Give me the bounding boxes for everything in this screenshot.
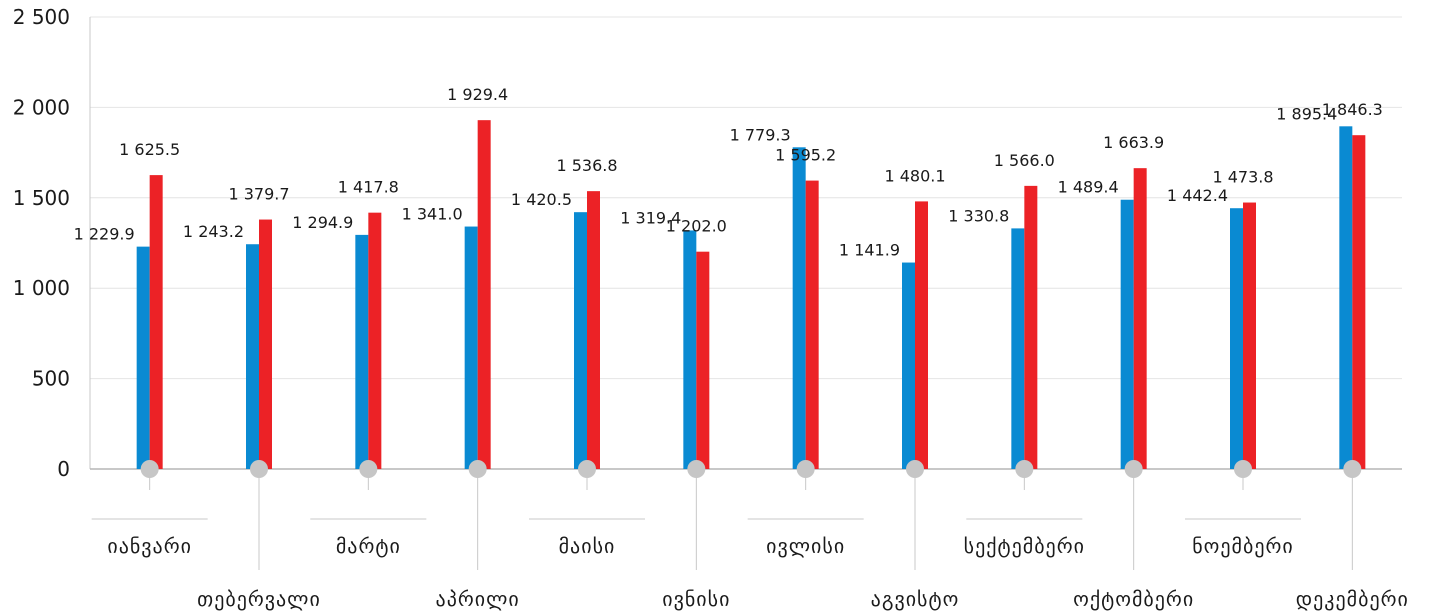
- category-marker-dot: [578, 460, 596, 478]
- y-tick-label: 0: [57, 457, 70, 481]
- category-marker-dot: [250, 460, 268, 478]
- bar-series-2: [1352, 135, 1366, 469]
- data-label-series-1: 1 341.0: [402, 205, 463, 224]
- y-tick-label: 2 500: [13, 5, 70, 29]
- data-label-series-1: 1 141.9: [839, 241, 900, 260]
- bar-series-1: [902, 262, 915, 469]
- data-label-series-1: 1 420.5: [511, 190, 572, 209]
- bar-series-1: [464, 226, 478, 469]
- data-label-series-2: 1 473.8: [1212, 168, 1273, 187]
- category-marker-dot: [906, 460, 924, 478]
- category-marker-dot: [796, 460, 815, 478]
- data-label-series-2: 1 625.5: [119, 140, 180, 159]
- bar-series-1: [355, 234, 369, 469]
- data-label-series-2: 1 536.8: [556, 156, 617, 175]
- bar-series-2: [805, 180, 819, 470]
- category-marker-dot: [687, 460, 706, 478]
- x-category-label: ივლისი: [766, 534, 845, 558]
- y-tick-label: 1 000: [13, 276, 70, 300]
- data-label-series-1: 1 229.9: [74, 225, 135, 244]
- data-label-series-1: 1 489.4: [1058, 178, 1119, 197]
- category-marker-dot: [1343, 460, 1362, 478]
- x-category-label: სექტემბერი: [964, 534, 1085, 558]
- bar-series-1: [246, 244, 259, 469]
- bar-series-1: [136, 246, 150, 469]
- data-label-series-1: 1 330.8: [948, 206, 1009, 225]
- bar-series-2: [1024, 185, 1038, 470]
- x-category-label: ნოემბერი: [1192, 534, 1294, 558]
- category-marker-dot: [1015, 460, 1034, 478]
- data-label-series-2: 1 846.3: [1322, 100, 1383, 119]
- bar-series-2: [477, 120, 491, 469]
- bar-series-2: [259, 219, 272, 469]
- data-label-series-1: 1 442.4: [1167, 186, 1228, 205]
- x-category-label: ივნისი: [662, 587, 730, 611]
- data-label-series-1: 1 319.4: [620, 208, 681, 227]
- data-label-series-1: 1 779.3: [730, 125, 791, 144]
- bar-series-2: [1243, 202, 1256, 469]
- x-category-label: მაისი: [559, 534, 616, 558]
- bar-series-2: [587, 191, 600, 470]
- bar-series-1: [574, 212, 587, 470]
- bar-series-2: [368, 212, 382, 470]
- category-marker-dot: [359, 460, 378, 478]
- y-tick-label: 500: [32, 367, 70, 391]
- category-marker-dot: [1124, 460, 1143, 478]
- bar-series-1: [1230, 208, 1243, 469]
- data-label-series-2: 1 566.0: [994, 151, 1055, 170]
- x-category-label: დეკემბერი: [1296, 587, 1409, 611]
- bar-series-1: [1339, 126, 1353, 470]
- x-category-label: თებერვალი: [197, 587, 321, 611]
- bar-series-2: [696, 251, 710, 469]
- bar-series-2: [1133, 168, 1147, 470]
- data-label-series-2: 1 929.4: [447, 85, 508, 104]
- data-label-series-2: 1 595.2: [775, 146, 836, 165]
- y-tick-label: 2 000: [13, 95, 70, 119]
- x-category-label: ოქტომბერი: [1073, 587, 1194, 611]
- bar-series-1: [683, 230, 697, 469]
- data-label-series-2: 1 417.8: [338, 178, 399, 197]
- data-label-series-1: 1 294.9: [292, 213, 353, 232]
- category-marker-dot: [1234, 460, 1252, 478]
- x-category-label: აგვისტო: [871, 587, 960, 611]
- bar-series-2: [149, 175, 163, 469]
- data-label-series-1: 1 895.4: [1276, 104, 1337, 123]
- data-label-series-1: 1 243.2: [183, 222, 244, 241]
- bar-series-1: [1120, 199, 1134, 469]
- data-label-series-2: 1 379.7: [228, 185, 289, 204]
- category-marker-dot: [468, 460, 487, 478]
- x-category-label: იანვარი: [107, 534, 192, 558]
- data-label-series-2: 1 480.1: [884, 166, 945, 185]
- data-label-series-2: 1 202.0: [666, 217, 727, 236]
- category-marker-dot: [140, 460, 159, 478]
- bar-series-1: [1011, 228, 1025, 469]
- bar-series-2: [915, 201, 928, 469]
- data-label-series-2: 1 663.9: [1103, 133, 1164, 152]
- x-category-label: მარტი: [336, 534, 401, 558]
- bar-series-1: [792, 147, 806, 470]
- x-category-label: აპრილი: [436, 587, 520, 611]
- y-tick-label: 1 500: [13, 186, 70, 210]
